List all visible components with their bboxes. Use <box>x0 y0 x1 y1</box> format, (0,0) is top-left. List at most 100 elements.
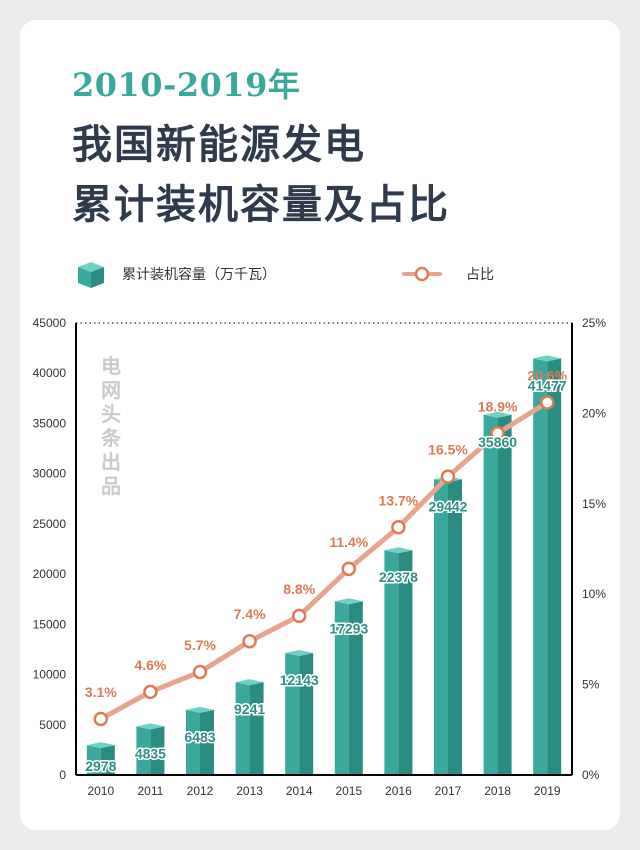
bar-front-face <box>434 479 448 775</box>
legend-bar: 累计装机容量（万千瓦） <box>76 258 276 290</box>
watermark: 电 网 头 条 出 品 <box>96 354 126 498</box>
bar-front-face <box>186 709 200 775</box>
share-data-label: 18.9% <box>478 398 518 414</box>
cube-bar-icon <box>78 262 104 288</box>
share-point <box>242 633 257 649</box>
x-axis-tick-label: 2014 <box>286 784 313 798</box>
watermark-char: 条 <box>101 426 121 450</box>
title-year-range: 2010-2019年 <box>72 66 301 104</box>
bar-side-face <box>299 653 314 775</box>
x-axis-tick-label: 2019 <box>534 784 561 798</box>
bar-side-face <box>348 601 363 775</box>
bar <box>235 679 264 775</box>
share-data-label: 16.5% <box>428 442 468 458</box>
bar-top-face <box>384 547 413 554</box>
bar-top-face <box>533 355 562 362</box>
share-point <box>391 520 406 535</box>
share-point <box>490 426 505 441</box>
bar-side-face <box>100 745 115 775</box>
line-marker-icon <box>402 266 442 282</box>
share-point <box>440 469 456 484</box>
x-axis-tick-label: 2016 <box>385 784 412 798</box>
left-axis-tick-label: 30000 <box>33 467 67 481</box>
share-data-label: 5.7% <box>184 637 216 653</box>
x-axis-tick-label: 2011 <box>137 784 163 798</box>
share-point <box>539 395 555 410</box>
bar-top-face <box>334 598 363 605</box>
share-data-label: 8.8% <box>283 581 315 597</box>
share-data-label: 3.1% <box>85 684 117 700</box>
bar-data-label: 17293 <box>329 620 368 636</box>
right-axis-tick-label: 5% <box>582 678 600 692</box>
left-axis-tick-label: 45000 <box>33 316 67 330</box>
watermark-char: 出 <box>101 450 121 474</box>
bar-data-label: 22378 <box>379 569 418 585</box>
bar-data-label: 6483 <box>184 729 215 745</box>
legend-line: 占比 <box>402 258 494 290</box>
bar <box>434 476 462 775</box>
share-point <box>291 608 307 624</box>
share-data-label: 20.6% <box>527 368 567 384</box>
share-data-label: 11.4% <box>329 534 368 550</box>
bar <box>285 650 314 775</box>
bar-data-label: 29442 <box>429 498 468 514</box>
right-axis-tick-label: 25% <box>582 316 606 330</box>
bar-front-face <box>235 682 250 775</box>
left-axis-tick-label: 35000 <box>33 416 67 430</box>
bar-data-label: 12143 <box>280 672 319 688</box>
share-data-label: 4.6% <box>134 657 166 673</box>
right-axis-tick-label: 15% <box>582 497 606 511</box>
left-axis-tick-label: 40000 <box>33 366 67 380</box>
bar-front-face <box>136 726 151 775</box>
bar-side-face <box>398 550 413 775</box>
bar-front-face <box>533 358 548 775</box>
share-data-label: 7.4% <box>234 606 266 622</box>
page-title-line2: 累计装机容量及占比 <box>72 181 450 228</box>
bar-top-face <box>186 706 214 713</box>
chart-card <box>20 20 620 830</box>
bar-data-label: 9241 <box>234 701 265 717</box>
bar-front-face <box>334 601 349 775</box>
x-axis-tick-label: 2013 <box>236 784 263 798</box>
watermark-char: 品 <box>101 474 121 498</box>
right-axis-tick-label: 20% <box>582 406 606 420</box>
bar-top-face <box>86 742 115 749</box>
share-point <box>93 711 109 727</box>
left-axis-tick-label: 5000 <box>39 718 66 732</box>
share-point <box>192 664 208 680</box>
bar-data-label: 41477 <box>528 377 567 393</box>
bar-front-face <box>285 653 300 775</box>
bar-data-label: 4835 <box>135 745 166 761</box>
left-axis-tick-label: 20000 <box>33 567 67 581</box>
bar-side-face <box>497 414 512 775</box>
left-axis-tick-label: 15000 <box>33 617 67 631</box>
share-point <box>143 684 158 700</box>
legend-line-label: 占比 <box>466 267 494 283</box>
bar <box>483 411 512 775</box>
left-axis-tick-label: 10000 <box>33 668 67 682</box>
bar-data-label: 2978 <box>85 758 116 774</box>
bar-front-face <box>384 550 399 775</box>
bar-top-face <box>136 723 165 730</box>
bar <box>384 547 413 775</box>
bar <box>136 723 165 775</box>
share-line <box>98 400 550 722</box>
right-axis-tick-label: 0% <box>582 768 600 782</box>
right-axis-tick-label: 10% <box>582 587 606 601</box>
left-axis-tick-label: 0 <box>59 768 66 782</box>
x-axis-tick-label: 2012 <box>187 784 214 798</box>
share-point <box>341 561 357 577</box>
watermark-char: 头 <box>101 402 121 426</box>
page-title-line1: 我国新能源发电 <box>72 121 366 168</box>
x-axis-tick-label: 2017 <box>435 784 462 798</box>
bar <box>86 742 115 775</box>
bar-front-face <box>483 414 498 775</box>
bar <box>533 355 562 775</box>
watermark-char: 电 <box>101 354 121 378</box>
legend-bar-label: 累计装机容量（万千瓦） <box>122 267 276 283</box>
bar-side-face <box>448 479 462 775</box>
bar-data-label: 35860 <box>478 434 517 450</box>
left-axis-tick-label: 25000 <box>33 517 67 531</box>
bar-front-face <box>86 745 101 775</box>
